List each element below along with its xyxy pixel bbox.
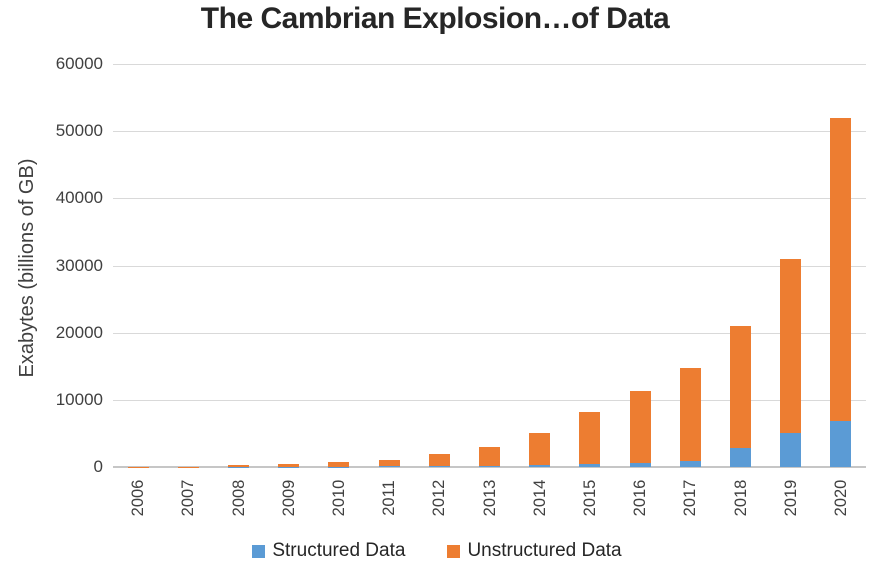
bar-segment-structured-data — [780, 433, 802, 467]
bar-2014 — [529, 64, 551, 467]
legend: Structured Data Unstructured Data — [0, 540, 874, 562]
gridline — [113, 265, 866, 267]
x-tick-label: 2015 — [580, 479, 599, 517]
bar-2008 — [228, 64, 249, 467]
bar-2016 — [629, 64, 651, 467]
bar-2012 — [428, 64, 450, 467]
gridline — [113, 332, 866, 334]
bar-segment-unstructured-data — [629, 391, 651, 463]
bar-segment-structured-data — [629, 462, 651, 467]
bar-2007 — [177, 64, 199, 467]
bar-2020 — [830, 64, 852, 467]
bar-segment-unstructured-data — [228, 465, 249, 467]
bar-segment-structured-data — [378, 466, 400, 467]
chart-title: The Cambrian Explosion…of Data — [200, 2, 670, 35]
bar-segment-unstructured-data — [830, 117, 852, 421]
y-tick-label: 60000 — [55, 54, 103, 73]
gridline — [113, 64, 866, 65]
bar-segment-unstructured-data — [679, 367, 701, 461]
bar-segment-structured-data — [479, 465, 500, 467]
bar-segment-structured-data — [679, 460, 701, 467]
plot-area — [113, 64, 866, 468]
bar-segment-unstructured-data — [479, 446, 500, 466]
x-tick-label: 2013 — [480, 479, 499, 517]
bar-2006 — [127, 64, 149, 467]
bar-segment-structured-data — [579, 464, 601, 467]
unstructured-swatch-icon — [447, 544, 461, 558]
x-tick-label: 2007 — [179, 479, 198, 517]
bar-segment-unstructured-data — [780, 258, 802, 434]
x-tick-label: 2011 — [380, 480, 399, 516]
x-tick-label: 2012 — [430, 479, 449, 517]
bar-2010 — [328, 64, 350, 467]
y-tick-label: 0 — [93, 457, 103, 476]
y-tick-label: 30000 — [55, 255, 103, 275]
y-tick-label: 20000 — [55, 322, 103, 342]
legend-item-unstructured: Unstructured Data — [447, 540, 622, 562]
bar-segment-structured-data — [529, 465, 551, 467]
bar-segment-unstructured-data — [278, 463, 300, 467]
x-tick-label: 2017 — [681, 479, 700, 517]
x-tick-label: 2019 — [781, 479, 800, 517]
bar-2015 — [579, 64, 601, 467]
bar-2017 — [679, 64, 701, 467]
bar-segment-unstructured-data — [428, 453, 450, 466]
bar-2019 — [780, 64, 802, 467]
bar-segment-unstructured-data — [378, 459, 400, 467]
bar-segment-structured-data — [730, 447, 751, 467]
x-tick-label: 2006 — [129, 479, 148, 517]
legend-label-unstructured: Unstructured Data — [467, 540, 622, 561]
gridline — [113, 131, 866, 133]
x-tick-label: 2009 — [279, 479, 298, 517]
x-tick-label: 2014 — [530, 479, 549, 517]
bar-2018 — [730, 64, 751, 467]
bar-segment-unstructured-data — [328, 462, 350, 467]
bar-2009 — [278, 64, 300, 467]
y-tick-label: 10000 — [55, 389, 103, 409]
bar-segment-unstructured-data — [730, 325, 751, 448]
legend-item-structured: Structured Data — [252, 540, 405, 562]
structured-swatch-icon — [252, 544, 266, 558]
bar-2013 — [479, 64, 500, 467]
bar-2011 — [378, 64, 400, 467]
x-tick-label: 2010 — [329, 479, 348, 517]
bar-segment-structured-data — [428, 466, 450, 467]
bar-segment-structured-data — [328, 466, 350, 467]
x-tick-label: 2008 — [229, 479, 248, 517]
legend-label-structured: Structured Data — [272, 540, 406, 561]
y-tick-label: 50000 — [55, 121, 103, 141]
x-tick-label: 2016 — [631, 479, 650, 517]
bar-segment-structured-data — [830, 420, 852, 467]
y-tick-label: 40000 — [55, 188, 103, 208]
x-tick-label: 2020 — [831, 479, 850, 517]
bar-segment-unstructured-data — [579, 411, 601, 465]
gridline — [113, 399, 866, 401]
x-axis-line — [113, 466, 866, 468]
bar-segment-unstructured-data — [529, 433, 551, 465]
gridline — [113, 198, 866, 200]
x-tick-label: 2018 — [731, 479, 750, 517]
